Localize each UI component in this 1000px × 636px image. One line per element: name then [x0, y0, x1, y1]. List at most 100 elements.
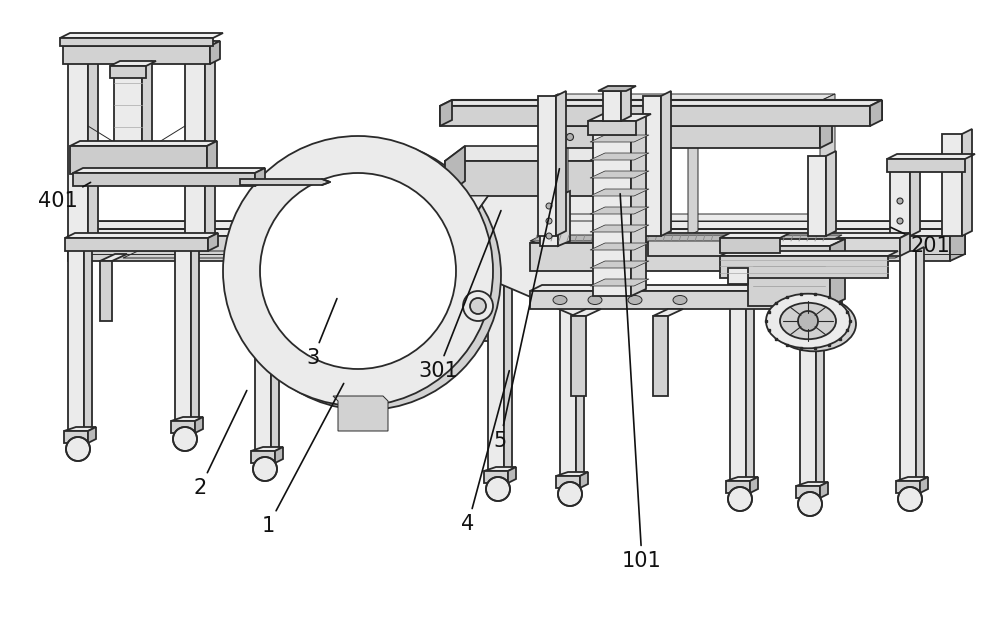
Polygon shape — [653, 316, 668, 396]
Polygon shape — [560, 258, 576, 476]
Polygon shape — [543, 94, 835, 101]
Polygon shape — [530, 291, 830, 309]
Polygon shape — [820, 482, 828, 498]
Polygon shape — [175, 241, 191, 421]
Polygon shape — [504, 254, 512, 471]
Text: 5: 5 — [493, 169, 559, 451]
Polygon shape — [720, 256, 888, 278]
Polygon shape — [720, 233, 790, 238]
Ellipse shape — [588, 296, 602, 305]
Text: 2: 2 — [193, 391, 247, 498]
Polygon shape — [580, 472, 588, 488]
Polygon shape — [648, 233, 910, 238]
Polygon shape — [942, 134, 962, 236]
Polygon shape — [590, 261, 649, 268]
Polygon shape — [65, 238, 208, 251]
Ellipse shape — [566, 134, 574, 141]
Polygon shape — [631, 114, 646, 296]
Polygon shape — [726, 477, 758, 481]
Polygon shape — [255, 258, 271, 451]
Polygon shape — [558, 191, 570, 246]
Polygon shape — [484, 471, 508, 483]
Polygon shape — [540, 196, 558, 246]
Polygon shape — [590, 171, 649, 178]
Ellipse shape — [897, 218, 903, 224]
Polygon shape — [73, 173, 255, 186]
Polygon shape — [488, 258, 504, 471]
Polygon shape — [64, 427, 96, 431]
Circle shape — [463, 291, 493, 321]
Polygon shape — [890, 164, 910, 236]
Polygon shape — [916, 247, 924, 481]
Polygon shape — [571, 309, 601, 316]
Polygon shape — [480, 261, 492, 341]
Text: 1: 1 — [261, 384, 344, 536]
Polygon shape — [440, 106, 870, 126]
Polygon shape — [530, 237, 842, 243]
Polygon shape — [543, 214, 835, 221]
Ellipse shape — [766, 294, 850, 349]
Ellipse shape — [268, 177, 464, 373]
Text: 401: 401 — [38, 183, 91, 211]
Polygon shape — [490, 254, 515, 261]
Text: 101: 101 — [620, 194, 662, 571]
Polygon shape — [808, 156, 826, 236]
Polygon shape — [484, 467, 516, 471]
Circle shape — [253, 457, 277, 481]
Polygon shape — [720, 254, 745, 261]
Polygon shape — [435, 176, 635, 316]
Polygon shape — [210, 41, 220, 64]
Ellipse shape — [772, 297, 856, 351]
Polygon shape — [333, 396, 388, 431]
Polygon shape — [88, 427, 96, 443]
Circle shape — [798, 311, 818, 331]
Polygon shape — [530, 235, 842, 241]
Polygon shape — [83, 229, 965, 254]
Polygon shape — [68, 229, 83, 261]
Circle shape — [558, 482, 582, 506]
Polygon shape — [728, 268, 748, 284]
Polygon shape — [275, 447, 283, 463]
Polygon shape — [65, 233, 218, 238]
Polygon shape — [830, 285, 842, 309]
Polygon shape — [590, 189, 649, 196]
Polygon shape — [950, 229, 965, 261]
Polygon shape — [271, 254, 279, 451]
Polygon shape — [63, 41, 220, 46]
Polygon shape — [590, 153, 649, 160]
Ellipse shape — [223, 136, 493, 406]
Polygon shape — [800, 254, 816, 486]
Polygon shape — [445, 146, 465, 196]
Polygon shape — [100, 254, 127, 261]
Polygon shape — [900, 233, 910, 256]
Polygon shape — [720, 251, 898, 256]
Ellipse shape — [260, 173, 456, 369]
Polygon shape — [730, 254, 746, 481]
Ellipse shape — [231, 140, 501, 410]
Polygon shape — [440, 100, 882, 106]
Polygon shape — [440, 100, 452, 126]
Polygon shape — [542, 120, 832, 126]
Polygon shape — [590, 135, 649, 142]
Circle shape — [486, 477, 510, 501]
Polygon shape — [543, 94, 558, 221]
Polygon shape — [480, 254, 507, 261]
Polygon shape — [830, 239, 845, 306]
Polygon shape — [556, 476, 580, 488]
Polygon shape — [452, 100, 882, 120]
Ellipse shape — [673, 296, 687, 305]
Polygon shape — [588, 121, 636, 135]
Polygon shape — [590, 225, 649, 232]
Polygon shape — [70, 141, 217, 146]
Circle shape — [898, 487, 922, 511]
Polygon shape — [171, 421, 195, 433]
Polygon shape — [590, 243, 649, 250]
Polygon shape — [455, 196, 488, 241]
Polygon shape — [205, 41, 215, 246]
Polygon shape — [445, 146, 660, 161]
Polygon shape — [640, 146, 660, 196]
Polygon shape — [68, 246, 84, 431]
Polygon shape — [896, 481, 920, 493]
Ellipse shape — [628, 296, 642, 305]
Polygon shape — [488, 156, 510, 236]
